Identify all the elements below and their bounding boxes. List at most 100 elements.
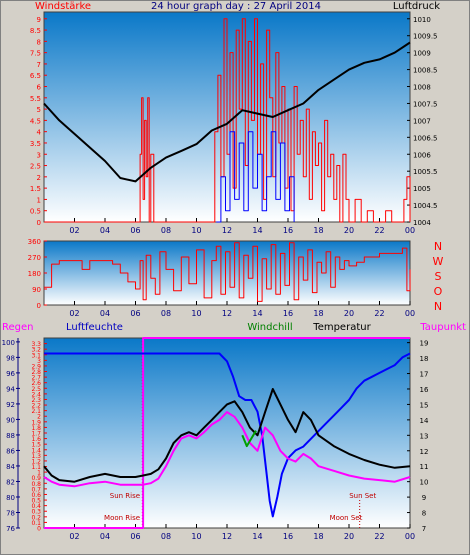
rain-tick-label: 3.3 — [31, 341, 41, 348]
humidity-tick-label: 88 — [6, 432, 15, 440]
x-tick-label: 08 — [161, 226, 171, 235]
x-tick-label: 04 — [100, 309, 110, 318]
series-boeen — [216, 131, 295, 223]
rain-axis-title: Regen — [2, 322, 34, 333]
x-tick-label: 14 — [252, 309, 262, 318]
temperature-tick-label: 16 — [420, 386, 429, 394]
x-tick-label: 16 — [283, 226, 293, 235]
right-axis-title: Luftdruck — [393, 1, 440, 12]
humidity-tick-label: 94 — [6, 385, 15, 393]
x-tick-label: 02 — [69, 532, 79, 541]
x-tick-label: 06 — [130, 309, 140, 318]
rain-tick-label: 2.5 — [31, 386, 41, 393]
rain-tick-label: 1.6 — [31, 436, 41, 443]
left-tick-label: 2.5 — [30, 163, 41, 171]
x-tick-label: 20 — [344, 532, 354, 541]
series-temperatur — [43, 388, 411, 483]
x-tick-label: 04 — [100, 226, 110, 235]
right-tick-label: 1005.5 — [413, 168, 438, 176]
left-tick-label: 3 — [37, 151, 41, 159]
compass-letter: O — [434, 285, 443, 298]
rain-tick-label: 2.7 — [31, 375, 41, 382]
rain-tick-label: 2.2 — [31, 403, 41, 410]
series-luftfeuchte — [44, 352, 411, 518]
left-tick-label: 5.5 — [30, 95, 41, 103]
series-windchill — [241, 430, 257, 448]
x-tick-label: 22 — [374, 309, 384, 318]
right-tick-label: 1007.5 — [413, 100, 438, 108]
compass-letter: W — [433, 255, 444, 268]
rain-tick-label: 0.8 — [31, 481, 41, 488]
legend-label: Temperatur — [312, 322, 371, 333]
humidity-tick-label: 86 — [6, 447, 15, 455]
temperature-tick-label: 19 — [420, 340, 429, 348]
left-tick-label: 8 — [37, 38, 41, 46]
temperature-tick-label: 18 — [420, 355, 429, 363]
x-tick-label: 00 — [405, 532, 415, 541]
rain-tick-label: 2.8 — [31, 369, 41, 376]
temperature-tick-label: 10 — [420, 479, 429, 487]
right-tick-label: 1008.5 — [413, 67, 438, 75]
rain-tick-label: 2.6 — [31, 380, 41, 387]
astro-annotation: Moon Set — [330, 514, 363, 522]
left-tick-label: 1.5 — [30, 185, 41, 193]
x-tick-label: 20 — [344, 309, 354, 318]
x-tick-label: 10 — [191, 309, 201, 318]
rain-tick-label: 1.4 — [31, 447, 41, 454]
left-axis-title: Windstärke — [35, 1, 91, 12]
temperature-tick-label: 7 — [422, 525, 426, 533]
rain-tick-label: 0.1 — [31, 520, 41, 527]
humidity-tick-label: 90 — [6, 416, 15, 424]
humidity-tick-label: 98 — [6, 354, 15, 362]
right-tick-label: 1005 — [413, 185, 431, 193]
x-tick-label: 20 — [344, 226, 354, 235]
right-tick-label: 1006.5 — [413, 134, 438, 142]
rain-tick-label: 1.1 — [31, 464, 41, 471]
left-tick-label: 4.5 — [30, 117, 41, 125]
rain-tick-label: 0.7 — [31, 486, 41, 493]
temperature-tick-label: 13 — [420, 432, 429, 440]
humidity-tick-label: 82 — [6, 478, 15, 486]
rain-tick-label: 2 — [37, 414, 41, 421]
temperature-tick-label: 17 — [420, 371, 429, 379]
left-tick-label: 6.5 — [30, 72, 41, 80]
x-tick-label: 00 — [405, 226, 415, 235]
left-tick-label: 360 — [28, 238, 41, 246]
temperature-tick-label: 8 — [422, 510, 426, 518]
legend-label: Luftfeuchte — [66, 322, 123, 333]
temperature-tick-label: 14 — [420, 417, 429, 425]
x-tick-label: 10 — [191, 226, 201, 235]
left-tick-label: 0.5 — [30, 208, 41, 216]
astro-annotation: Sun Rise — [110, 492, 140, 500]
x-tick-label: 10 — [191, 532, 201, 541]
astro-annotation: Moon Rise — [104, 514, 140, 522]
rain-tick-label: 0.9 — [31, 475, 41, 482]
x-tick-label: 14 — [252, 532, 262, 541]
x-tick-label: 18 — [313, 532, 323, 541]
series-windrichtung — [44, 242, 411, 302]
left-tick-label: 0 — [37, 219, 41, 227]
x-tick-label: 06 — [130, 532, 140, 541]
rain-tick-label: 3.2 — [31, 347, 41, 354]
rain-tick-label: 1.2 — [31, 458, 41, 465]
rain-tick-label: 1.7 — [31, 431, 41, 438]
x-tick-label: 16 — [283, 532, 293, 541]
rain-tick-label: 1 — [37, 470, 41, 477]
right-tick-label: 1010 — [413, 16, 431, 24]
plot-area-temperature-humidity — [43, 337, 411, 529]
right-tick-label: 1006 — [413, 151, 431, 159]
left-tick-label: 1 — [37, 196, 41, 204]
compass-letter: N — [434, 240, 442, 253]
series-taupunkt — [43, 411, 411, 488]
right-tick-label: 1004.5 — [413, 202, 438, 210]
astro-annotation: Sun Set — [349, 492, 376, 500]
rain-tick-label: 2.4 — [31, 391, 41, 398]
rain-tick-label: 1.8 — [31, 425, 41, 432]
humidity-tick-label: 76 — [6, 525, 15, 533]
left-tick-label: 6 — [37, 84, 42, 92]
x-tick-label: 00 — [405, 309, 415, 318]
humidity-tick-label: 80 — [6, 494, 15, 502]
legend-label: Taupunkt — [419, 322, 466, 333]
x-tick-label: 12 — [222, 532, 232, 541]
